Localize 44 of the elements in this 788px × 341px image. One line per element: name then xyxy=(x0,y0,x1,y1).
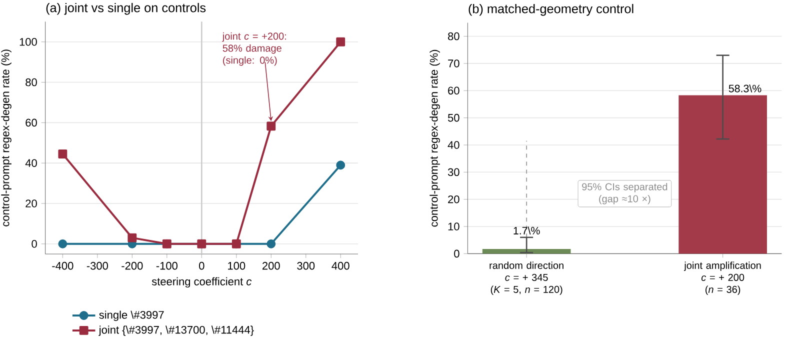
y-tick-label: 20 xyxy=(26,200,37,208)
point xyxy=(58,239,68,248)
x-tick-label: -200 xyxy=(122,262,143,270)
chart-title: (b) matched-geometry control xyxy=(468,4,634,16)
x-tick-label: -300 xyxy=(86,262,108,270)
point xyxy=(58,150,68,158)
annotation: joint c = +200: 58% damage (single: 0%) xyxy=(222,32,286,66)
y-tick-label: 80 xyxy=(26,78,37,86)
y-tick-label: 0 xyxy=(32,240,37,248)
x-tick-label: 200 xyxy=(262,262,280,270)
y-tick-label: 0 xyxy=(454,250,460,258)
chart-title: (a) joint vs single on controls xyxy=(46,2,206,15)
y-tick-label: 80 xyxy=(448,32,460,40)
y-axis-title: control-prompt regex-degen rate (%) xyxy=(430,50,440,227)
y-tick-label: 50 xyxy=(448,114,460,122)
legend-label: joint {\#3997, \#13700, \#11444} xyxy=(98,326,254,336)
point xyxy=(128,233,137,242)
data-label: 1.7\% xyxy=(514,226,540,234)
y-tick-label: 60 xyxy=(448,86,460,95)
y-tick-label: 10 xyxy=(448,222,460,230)
annotation: 95% CIs separated (gap ≈10 ×) xyxy=(582,182,668,204)
x-tick-label: joint amplification c = + 200 (n = 36) xyxy=(684,262,761,295)
y-tick-label: 40 xyxy=(448,141,460,149)
y-tick-label: 100 xyxy=(20,38,37,46)
y-tick-label: 40 xyxy=(25,159,37,167)
y-tick-label: 60 xyxy=(26,118,37,127)
x-tick-label: 0 xyxy=(199,262,204,270)
point xyxy=(336,37,346,46)
point xyxy=(266,122,276,131)
y-axis-title: control-prompt regex-degen rate (%) xyxy=(1,50,12,226)
point xyxy=(336,160,346,170)
data-label: 58.3\% xyxy=(728,84,762,92)
point xyxy=(266,239,276,248)
x-tick-label: 300 xyxy=(297,262,315,270)
x-axis-title: steering coefficient c xyxy=(152,277,252,288)
y-tick-label: 20 xyxy=(448,195,460,204)
x-tick-label: -400 xyxy=(52,262,74,270)
category-label: random direction c = + 345 (K = 5, n = 120) xyxy=(490,262,564,295)
y-tick-label: 30 xyxy=(448,168,460,176)
x-tick-label: 100 xyxy=(228,262,246,270)
x-tick-label: -100 xyxy=(156,262,178,270)
x-tick-label: 400 xyxy=(332,262,350,270)
legend-label: single \#3997 xyxy=(99,310,164,321)
y-tick-label: 70 xyxy=(448,60,460,68)
